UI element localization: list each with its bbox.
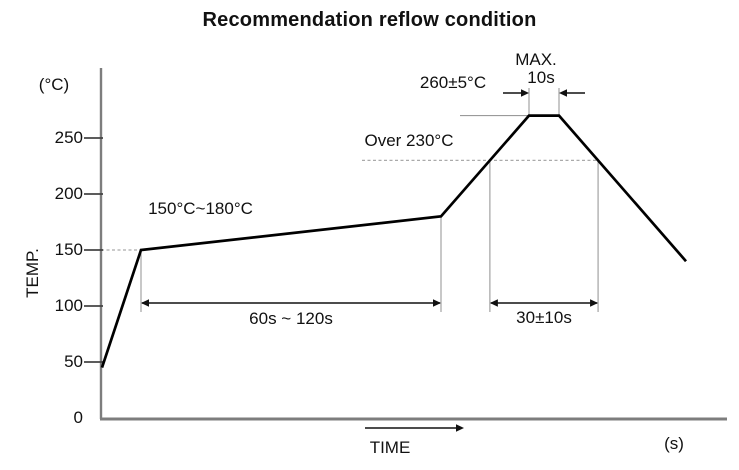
soak-time-label: 60s ~ 120s <box>249 309 333 328</box>
chart-title: Recommendation reflow condition <box>202 9 537 31</box>
peak-max-label: MAX. <box>515 50 557 69</box>
ramp-range-label: 150°C~180°C <box>148 199 253 218</box>
over-time-label: 30±10s <box>516 308 572 327</box>
x-axis-unit: (s) <box>664 434 684 453</box>
y-tick-label-200: 200 <box>54 184 83 203</box>
y-tick-label-100: 100 <box>54 296 83 315</box>
peak-max-time-label: 10s <box>527 68 555 87</box>
y-tick-label-0: 0 <box>73 408 83 427</box>
y-tick-label-50: 50 <box>64 352 83 371</box>
peak-temp-label: 260±5°C <box>419 73 487 92</box>
x-axis-label: TIME <box>369 438 411 457</box>
over-temp-label: Over 230°C <box>364 131 454 150</box>
y-tick-label-250: 250 <box>54 128 83 147</box>
y-tick-label-150: 150 <box>54 240 83 259</box>
y-axis-unit: (°C) <box>38 75 70 94</box>
